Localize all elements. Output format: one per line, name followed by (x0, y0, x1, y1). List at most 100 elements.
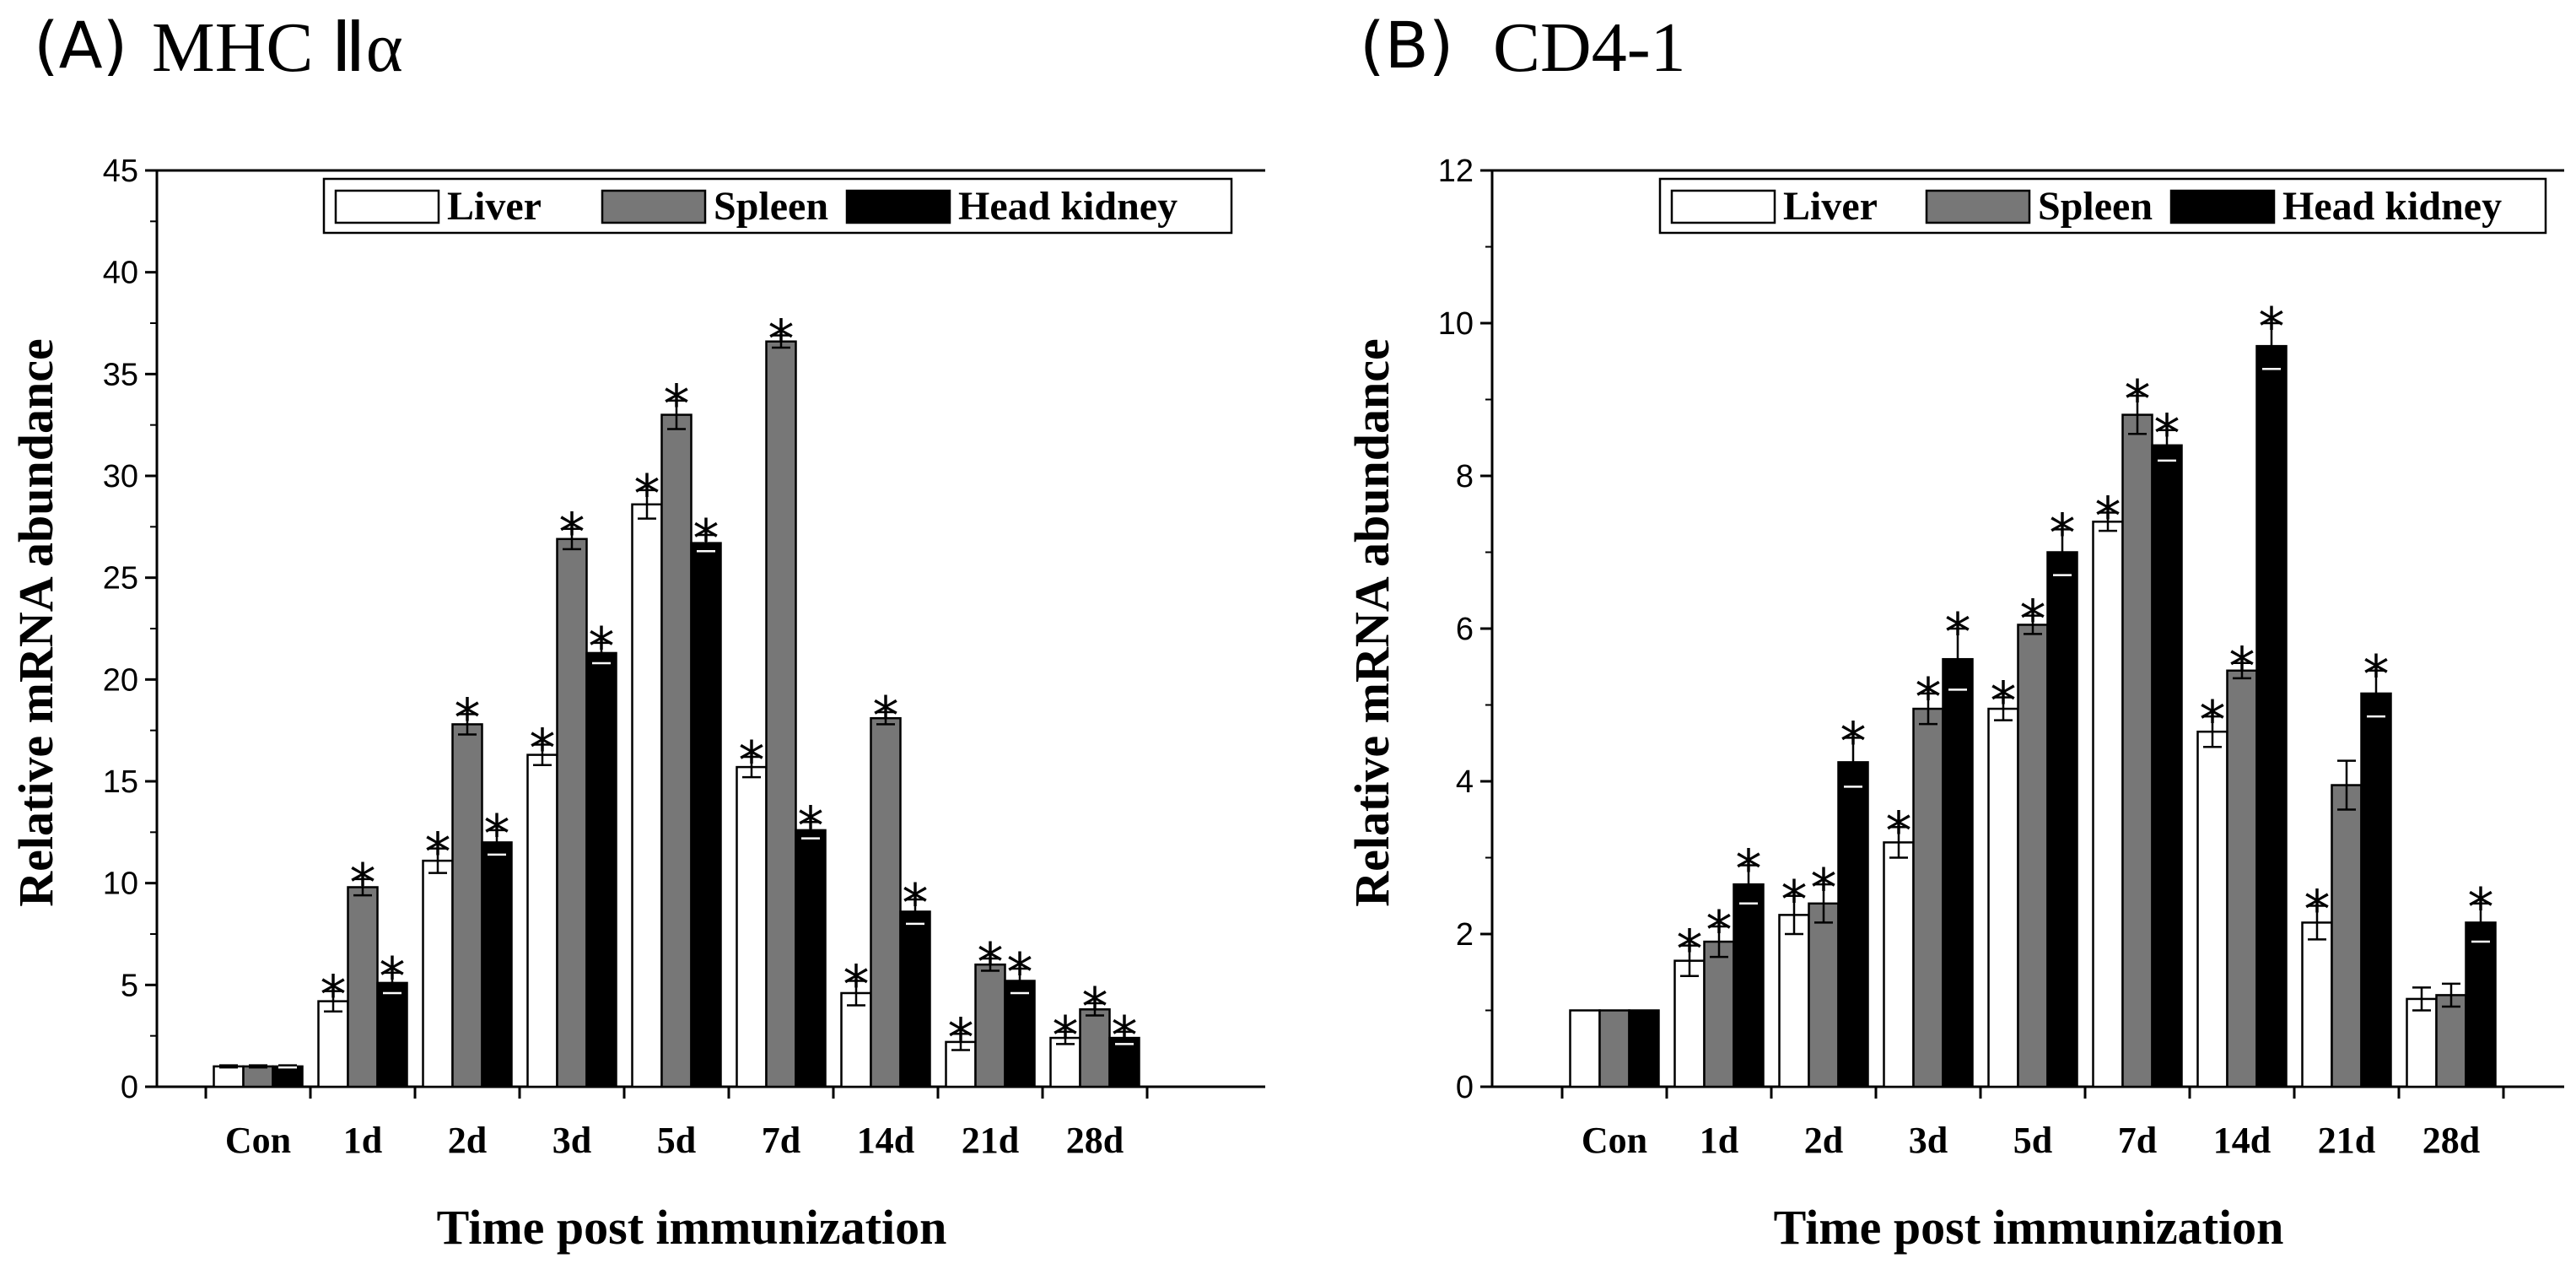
x-category-label: 7d (2118, 1120, 2157, 1161)
bar (1883, 841, 1915, 1088)
significance-star: * (843, 954, 870, 1016)
legend-label: Liver (1783, 184, 1878, 229)
legend-swatch (334, 189, 440, 224)
panel-gene-title: CD4-1 (1493, 8, 1686, 87)
significance-star: * (1007, 942, 1033, 1003)
legend-label: Spleen (714, 184, 828, 229)
bar (795, 829, 827, 1088)
significance-star: * (978, 932, 1004, 993)
significance-star: * (2125, 369, 2151, 430)
significance-star: * (873, 685, 899, 747)
bar (347, 886, 379, 1088)
y-tick-label: 40 (103, 256, 138, 291)
bar (242, 1065, 274, 1088)
bar (660, 413, 693, 1088)
legend-label: Spleen (2038, 184, 2153, 229)
bar (2017, 624, 2049, 1088)
significance-star: * (1991, 670, 2017, 732)
y-tick-label: 2 (1456, 917, 1474, 953)
x-category-label: 2d (1804, 1120, 1843, 1161)
significance-star: * (425, 822, 451, 883)
x-category-label: 21d (962, 1120, 1019, 1161)
significance-star: * (2259, 296, 2285, 358)
bar (899, 910, 931, 1088)
significance-star: * (768, 308, 795, 370)
y-axis-title: Relative mRNA abundance (1345, 338, 1399, 906)
legend: Liver Spleen Head kidney (322, 177, 1233, 235)
y-tick-label: 10 (1438, 306, 1474, 342)
significance-star: * (380, 946, 406, 1007)
significance-star: * (1811, 857, 1837, 919)
significance-star: * (1781, 869, 1808, 931)
bar (974, 963, 1006, 1088)
legend: Liver Spleen Head kidney (1658, 177, 2547, 235)
bar (1778, 914, 1810, 1088)
x-category-label: 1d (1700, 1120, 1738, 1161)
bar (2121, 413, 2153, 1088)
significance-star: * (1945, 602, 1971, 663)
x-category-label: 5d (2013, 1120, 2052, 1161)
plot-area: 0 5 10 15 20 25 30 35 40 45 Con 1d 2d 3d 5d 7d 14d 21d 28d… (103, 154, 1265, 1161)
legend-swatch (1670, 189, 1776, 224)
x-category-label: 5d (657, 1120, 696, 1161)
significance-star: * (664, 374, 690, 435)
bar (1004, 980, 1036, 1088)
significance-star: * (2154, 403, 2180, 465)
x-category-label: Con (225, 1120, 291, 1161)
panel-letter: (B) (1360, 8, 1453, 83)
x-category-label: 28d (1066, 1120, 1124, 1161)
significance-star: * (484, 803, 510, 865)
bar (556, 537, 588, 1088)
bar (1942, 657, 1974, 1088)
panel-gene-title: MHC Ⅱα (152, 8, 403, 87)
x-category-label: 1d (343, 1120, 382, 1161)
significance-star: * (634, 463, 660, 525)
legend-label: Head kidney (958, 184, 1178, 229)
x-axis-title: Time post immunization (437, 1200, 947, 1255)
significance-star: * (530, 718, 556, 780)
bar (1987, 707, 2019, 1088)
y-tick-label: 20 (103, 662, 138, 698)
legend-box (322, 177, 1233, 235)
x-category-label: 7d (762, 1120, 800, 1161)
bar (690, 542, 722, 1088)
y-tick-label: 6 (1456, 612, 1474, 647)
significance-star: * (1082, 976, 1108, 1038)
x-category-label: Con (1582, 1120, 1647, 1161)
bar (585, 651, 617, 1088)
bar (2301, 921, 2333, 1088)
x-category-label: 3d (1909, 1120, 1948, 1161)
bar (631, 503, 663, 1088)
significance-star: * (2095, 485, 2121, 547)
y-tick-label: 4 (1456, 764, 1474, 800)
significance-star: * (2304, 879, 2331, 941)
significance-star: * (321, 964, 347, 1026)
bar (2255, 344, 2288, 1088)
bar (1912, 707, 1944, 1088)
significance-star: * (2200, 689, 2226, 751)
significance-star: * (2468, 877, 2494, 938)
bar (870, 716, 902, 1088)
significance-star: * (2229, 636, 2255, 698)
bar (1569, 1009, 1601, 1088)
y-tick-label: 0 (1456, 1070, 1474, 1105)
significance-star: * (2020, 589, 2046, 651)
y-tick-label: 15 (103, 764, 138, 800)
bar (376, 981, 408, 1088)
x-category-label: 14d (2213, 1120, 2271, 1161)
x-axis-title: Time post immunization (1774, 1200, 2284, 1255)
significance-star: * (2050, 502, 2076, 564)
x-category-label: 28d (2422, 1120, 2480, 1161)
y-tick-label: 5 (121, 968, 138, 1003)
bar (2360, 692, 2392, 1088)
legend-swatch (845, 189, 951, 224)
y-tick-label: 8 (1456, 459, 1474, 494)
bar (2406, 997, 2438, 1088)
legend-swatch (2169, 189, 2276, 224)
bar (2092, 521, 2124, 1088)
x-category-label: 14d (857, 1120, 914, 1161)
x-category-label: 3d (552, 1120, 591, 1161)
significance-star: * (2363, 644, 2390, 705)
